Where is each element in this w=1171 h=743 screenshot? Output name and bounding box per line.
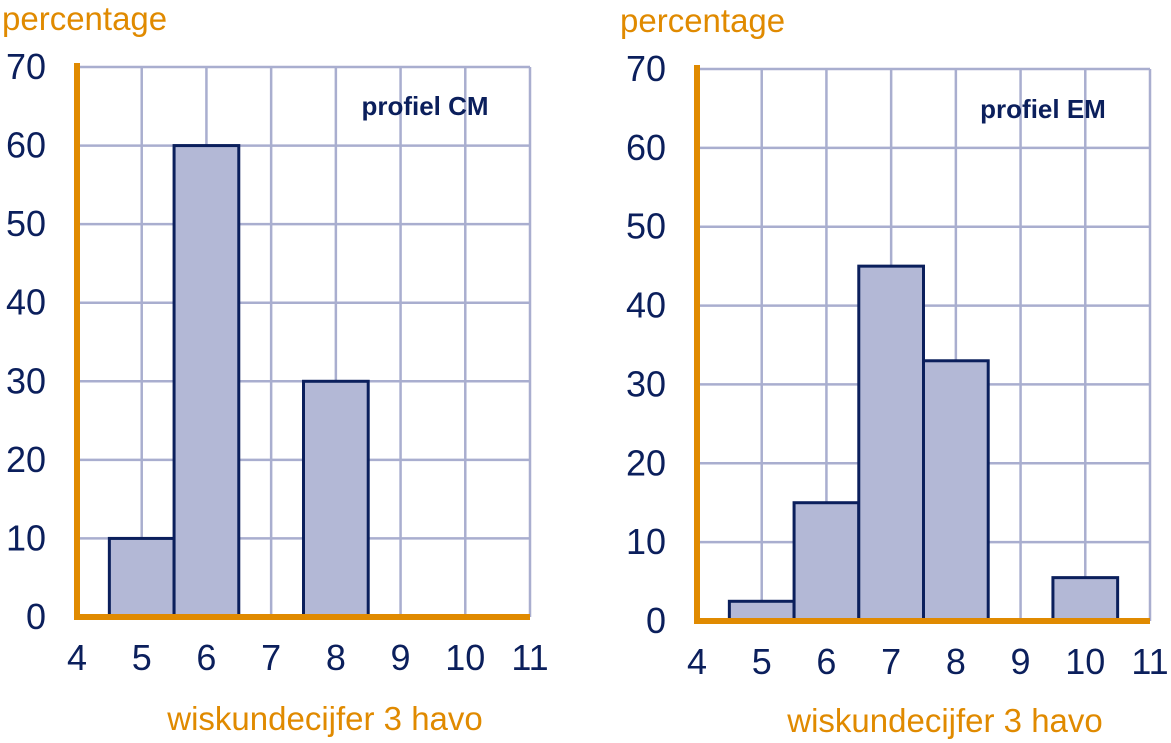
x-tick-label: 8 — [326, 637, 346, 678]
y-tick-label: 70 — [6, 46, 46, 87]
x-tick-label: 4 — [67, 637, 87, 678]
chart-2: 0 10 20 30 40 50 60 70 4 5 6 7 8 9 10 11 percentage wisku… — [620, 2, 1169, 739]
y-tick-label: 30 — [6, 360, 46, 401]
chart-title: profiel CM — [361, 91, 488, 121]
x-axis-label: wiskundecijfer 3 havo — [166, 700, 483, 737]
y-tick-label: 10 — [6, 517, 46, 558]
bar — [107, 536, 176, 619]
chart-title: profiel EM — [980, 94, 1106, 124]
y-tick-label: 50 — [6, 203, 46, 244]
y-tick-label: 50 — [626, 206, 666, 247]
x-tick-label: 4 — [687, 641, 707, 682]
bar — [792, 501, 861, 623]
bar — [302, 379, 370, 619]
y-tick-label: 10 — [626, 521, 666, 562]
x-tick-label: 5 — [132, 637, 152, 678]
x-axis-label: wiskundecijfer 3 havo — [786, 702, 1103, 739]
y-axis-label: percentage — [620, 2, 785, 39]
y-tick-label: 40 — [626, 285, 666, 326]
y-tick-label: 70 — [626, 48, 666, 89]
y-tick-label: 0 — [646, 600, 666, 641]
x-tick-label: 8 — [946, 641, 966, 682]
x-tick-label: 9 — [1011, 641, 1031, 682]
y-axis-label: percentage — [2, 0, 167, 37]
x-tick-label: 10 — [445, 637, 485, 678]
x-tick-label: 6 — [196, 637, 216, 678]
chart-1: 0 10 20 30 40 50 60 70 4 5 6 7 8 9 10 11 percentage wisku… — [2, 0, 549, 737]
x-tick-label: 10 — [1065, 641, 1105, 682]
y-tick-label: 20 — [626, 442, 666, 483]
bar — [857, 264, 925, 623]
y-tick-label: 40 — [6, 282, 46, 323]
bar — [1051, 576, 1120, 623]
x-tick-label: 6 — [816, 641, 836, 682]
y-tick-label: 60 — [626, 127, 666, 168]
x-tick-label: 11 — [511, 637, 548, 678]
y-tick-label: 60 — [6, 125, 46, 166]
x-tick-label: 5 — [752, 641, 772, 682]
bar — [172, 144, 241, 619]
bar — [922, 359, 990, 623]
y-tick-label: 0 — [26, 596, 46, 637]
y-tick-label: 20 — [6, 439, 46, 480]
x-tick-label: 11 — [1131, 641, 1168, 682]
x-tick-label: 7 — [881, 641, 901, 682]
y-tick-label: 30 — [626, 363, 666, 404]
x-tick-label: 9 — [391, 637, 411, 678]
x-tick-label: 7 — [261, 637, 281, 678]
